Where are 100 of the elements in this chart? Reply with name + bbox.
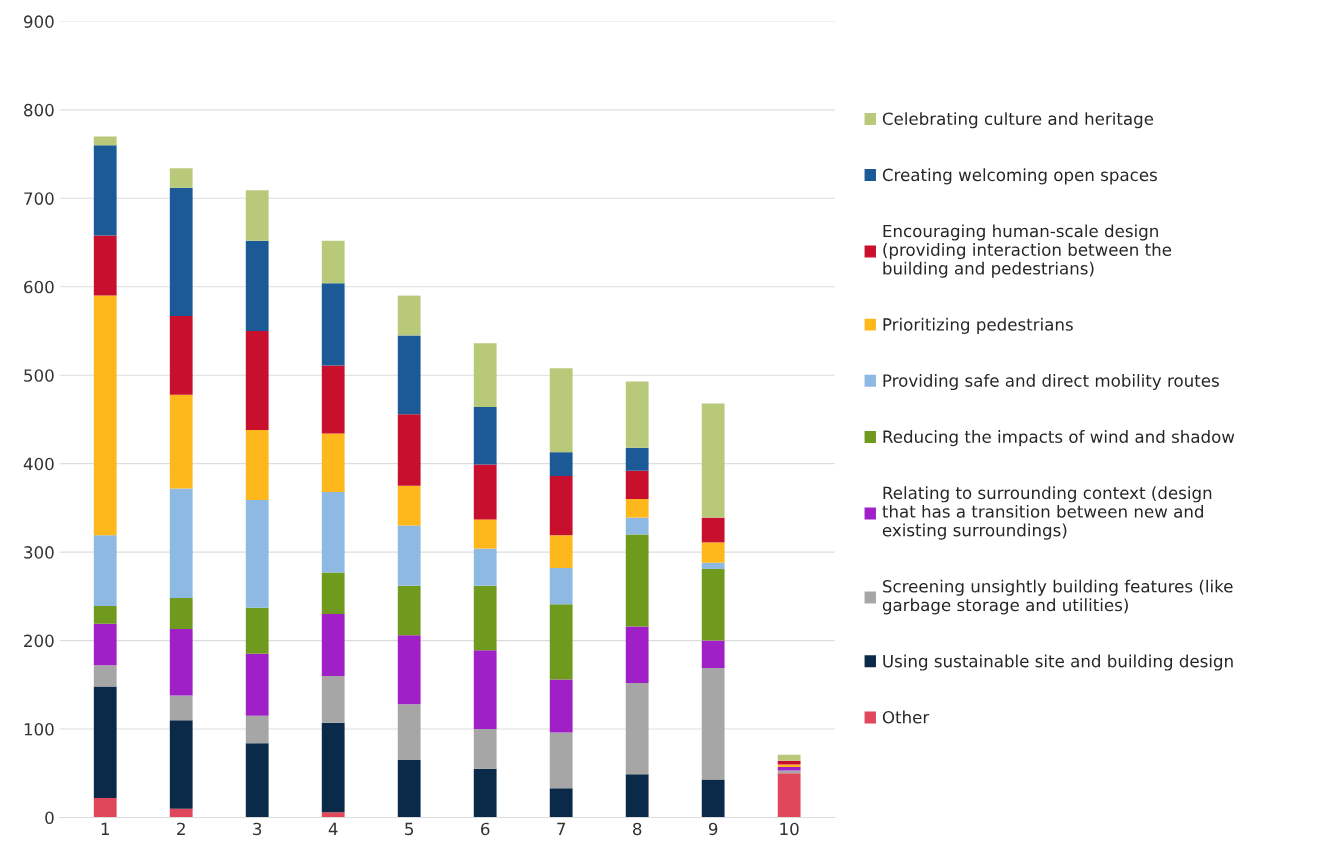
bar xyxy=(93,235,117,296)
bar xyxy=(169,629,193,696)
bar xyxy=(169,315,193,395)
bar xyxy=(93,665,117,687)
bar xyxy=(245,330,269,431)
bar xyxy=(321,365,345,434)
bar xyxy=(473,519,497,549)
y-tick-label: 100 xyxy=(24,722,54,736)
y-tick-label: 200 xyxy=(24,634,54,648)
bar xyxy=(245,430,269,500)
bar xyxy=(625,447,649,471)
x-tick-label: 9 xyxy=(708,822,718,836)
legend-label: Relating to surrounding context (design that has a transition between new and existing surroundings) xyxy=(882,486,1212,540)
bar xyxy=(397,525,421,586)
bar xyxy=(701,779,725,818)
x-tick-label: 6 xyxy=(481,822,490,836)
x-tick-label: 1 xyxy=(101,822,109,836)
bar xyxy=(321,572,345,615)
bar xyxy=(321,812,345,818)
bar xyxy=(473,729,497,769)
y-tick-label: 0 xyxy=(45,811,54,825)
x-tick-label: 8 xyxy=(633,822,642,836)
bar xyxy=(549,535,573,569)
y-tick-label: 700 xyxy=(24,192,54,205)
bar xyxy=(701,568,725,641)
bar xyxy=(169,488,193,599)
bar xyxy=(397,335,421,415)
bar xyxy=(625,517,649,535)
bar xyxy=(625,774,649,818)
bar xyxy=(245,190,269,241)
bar xyxy=(777,754,801,761)
x-tick-label: 7 xyxy=(557,822,566,836)
bar xyxy=(625,626,649,684)
bar xyxy=(321,491,345,573)
bar xyxy=(701,562,725,569)
bar xyxy=(625,381,649,448)
bar xyxy=(473,768,497,818)
bar xyxy=(701,667,725,780)
legend-label: Encouraging human-scale design (providing interaction between the building and pedestrians) xyxy=(883,224,1172,278)
bar xyxy=(321,722,345,813)
legend-label: Creating welcoming open spaces xyxy=(882,168,1157,185)
bar xyxy=(397,414,421,486)
y-tick-label: 500 xyxy=(24,369,54,382)
bar xyxy=(397,295,421,336)
bar xyxy=(701,640,725,668)
bar xyxy=(169,598,193,630)
bar xyxy=(549,452,573,477)
bar xyxy=(169,808,193,818)
bar xyxy=(93,136,117,146)
bar xyxy=(245,743,269,818)
bar xyxy=(549,476,573,536)
bar xyxy=(93,535,117,607)
bar xyxy=(245,499,269,608)
bar xyxy=(473,343,497,408)
bar xyxy=(701,542,725,563)
legend-label: Reducing the impacts of wind and shadow xyxy=(883,430,1235,447)
bar xyxy=(93,798,117,818)
bar xyxy=(549,568,573,605)
bar xyxy=(93,145,117,236)
bar xyxy=(625,470,649,500)
x-tick-label: 4 xyxy=(328,822,338,836)
bar xyxy=(169,720,193,809)
x-tick-label: 3 xyxy=(253,822,262,836)
bar xyxy=(549,604,573,680)
bar xyxy=(625,499,649,518)
bar xyxy=(549,788,573,818)
legend-label: Screening unsightly building features (like garbage storage and utilities) xyxy=(882,579,1233,615)
bar xyxy=(245,240,269,331)
bar xyxy=(245,653,269,716)
y-tick-label: 400 xyxy=(23,457,54,471)
y-tick-label: 300 xyxy=(24,546,54,559)
bar xyxy=(397,759,421,818)
bar xyxy=(397,704,421,760)
bar xyxy=(169,394,193,489)
bar xyxy=(473,407,497,465)
bar xyxy=(321,614,345,676)
bar xyxy=(549,679,573,733)
bar xyxy=(549,368,573,453)
bar xyxy=(93,606,117,624)
bar xyxy=(777,773,801,818)
bar xyxy=(93,295,117,536)
x-tick-label: 10 xyxy=(780,822,799,836)
bar xyxy=(473,464,497,520)
x-tick-label: 5 xyxy=(405,822,414,836)
bar xyxy=(397,585,421,636)
bar xyxy=(169,168,193,188)
legend-label: Using sustainable site and building design xyxy=(883,654,1233,671)
bar xyxy=(625,534,649,627)
bar xyxy=(321,283,345,366)
bar xyxy=(321,675,345,723)
legend-label: Providing safe and direct mobility routes xyxy=(883,373,1219,391)
bar xyxy=(169,695,193,721)
bar xyxy=(245,607,269,654)
legend-label: Prioritizing pedestrians xyxy=(883,317,1073,334)
bar xyxy=(701,403,725,518)
bar xyxy=(397,635,421,705)
bar xyxy=(93,623,117,666)
bar xyxy=(701,517,725,543)
legend-label: Celebrating culture and heritage xyxy=(882,112,1154,129)
bar xyxy=(397,485,421,526)
